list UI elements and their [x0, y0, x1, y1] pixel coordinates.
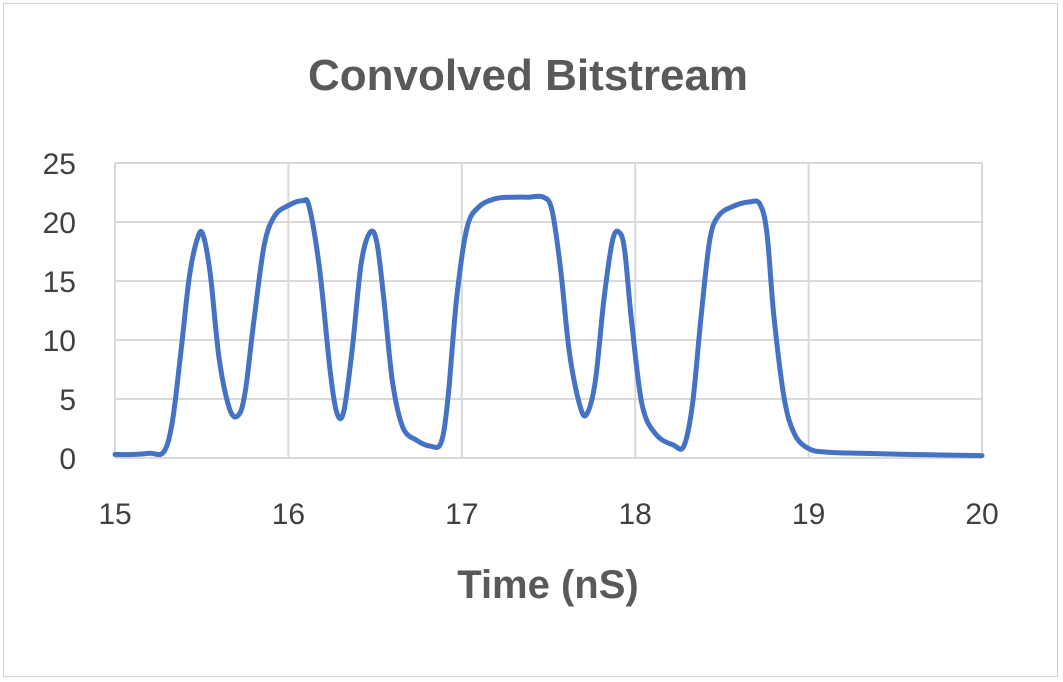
- y-tick-label: 10: [43, 325, 76, 358]
- y-tick-label: 20: [43, 207, 76, 240]
- x-tick-label: 19: [792, 498, 825, 531]
- gridlines: [114, 162, 983, 459]
- y-tick-label: 5: [59, 384, 76, 417]
- y-tick-label: 25: [43, 148, 76, 181]
- y-tick-labels: 0 5 10 15 20 25: [43, 148, 76, 476]
- x-tick-label: 16: [272, 498, 305, 531]
- x-tick-label: 17: [445, 498, 478, 531]
- x-tick-labels: 15 16 17 18 19 20: [98, 498, 998, 531]
- x-tick-label: 15: [98, 498, 131, 531]
- y-tick-label: 0: [59, 443, 76, 476]
- y-tick-label: 15: [43, 266, 76, 299]
- chart-title: Convolved Bitstream: [308, 51, 748, 100]
- x-tick-label: 20: [965, 498, 998, 531]
- x-tick-label: 18: [619, 498, 652, 531]
- x-axis-label: Time (nS): [457, 563, 639, 607]
- series-line: [112, 193, 985, 459]
